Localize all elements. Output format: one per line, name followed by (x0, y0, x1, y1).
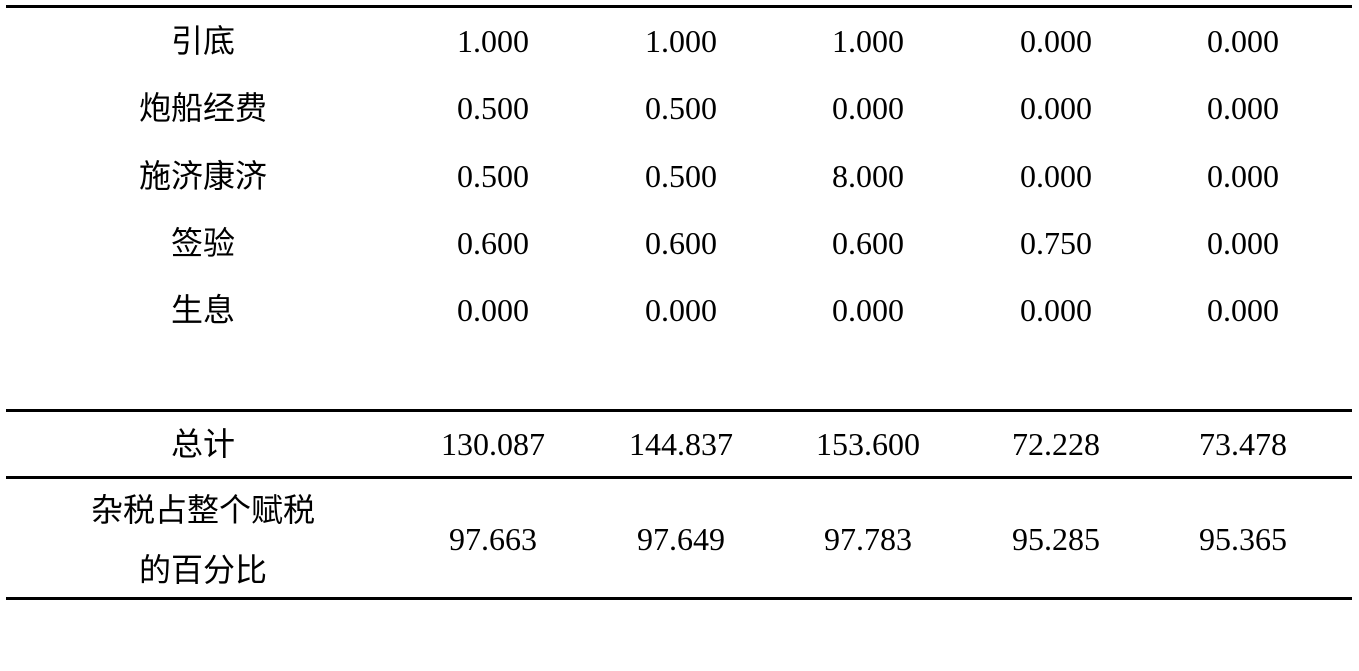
table-cell: 0.000 (1020, 90, 1092, 126)
table-cell: 8.000 (832, 158, 904, 194)
percent-label-line2: 的百分比 (138, 552, 267, 588)
row-label: 施济康济 (138, 158, 267, 194)
percent-label-line1: 杂税占整个赋税 (90, 492, 315, 528)
table-cell: 0.000 (1020, 23, 1092, 59)
table-cell: 0.750 (1020, 225, 1092, 261)
table-cell: 0.000 (832, 90, 904, 126)
total-cell: 72.228 (1012, 426, 1100, 462)
percent-cell: 95.285 (1012, 521, 1100, 557)
table-cell: 1.000 (457, 23, 529, 59)
table-cell: 0.000 (645, 292, 717, 328)
total-cell: 144.837 (629, 426, 733, 462)
table-cell: 0.500 (645, 90, 717, 126)
percent-cell: 97.663 (449, 521, 537, 557)
percent-cell: 97.649 (637, 521, 725, 557)
table-cell: 0.600 (457, 225, 529, 261)
table-percent-rule (6, 476, 1352, 479)
table-cell: 0.000 (1207, 90, 1279, 126)
table-cell: 0.000 (1207, 292, 1279, 328)
row-label: 生息 (170, 292, 235, 328)
table-total-rule (6, 409, 1352, 412)
table-cell: 0.000 (1020, 158, 1092, 194)
row-label: 签验 (170, 225, 235, 261)
table-cell: 0.000 (1020, 292, 1092, 328)
table-cell: 0.500 (457, 90, 529, 126)
table-cell: 0.500 (457, 158, 529, 194)
table-cell: 0.000 (1207, 23, 1279, 59)
total-cell: 153.600 (816, 426, 920, 462)
table-cell: 0.600 (832, 225, 904, 261)
percent-cell: 97.783 (824, 521, 912, 557)
row-label: 引底 (170, 23, 235, 59)
row-label: 炮船经费 (138, 90, 267, 126)
table-cell: 0.000 (457, 292, 529, 328)
table-cell: 0.000 (1207, 225, 1279, 261)
table-bottom-rule (6, 597, 1352, 600)
table-cell: 1.000 (832, 23, 904, 59)
table-top-rule (6, 5, 1352, 8)
total-label: 总计 (170, 426, 235, 462)
percent-cell: 95.365 (1199, 521, 1287, 557)
total-cell: 130.087 (441, 426, 545, 462)
table-cell: 0.600 (645, 225, 717, 261)
table-cell: 0.000 (832, 292, 904, 328)
total-cell: 73.478 (1199, 426, 1287, 462)
table-cell: 0.000 (1207, 158, 1279, 194)
table-cell: 0.500 (645, 158, 717, 194)
table-cell: 1.000 (645, 23, 717, 59)
